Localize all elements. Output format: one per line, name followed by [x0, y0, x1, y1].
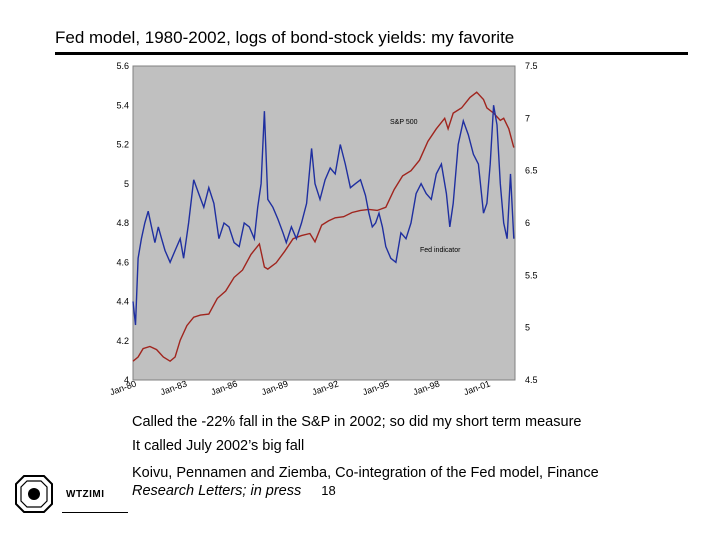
left-tick-label: 5.4	[116, 100, 129, 110]
left-tick-label: 4	[124, 375, 129, 385]
annotation-sp500: S&P 500	[390, 119, 418, 126]
x-tick-label: Jan-83	[159, 378, 188, 397]
right-tick-label: 5.5	[525, 270, 538, 280]
right-tick-label: 4.5	[525, 375, 538, 385]
x-tick-label: Jan-86	[209, 378, 238, 397]
note-line-2: It called July 2002’s big fall	[132, 438, 305, 454]
left-tick-label: 4.4	[116, 297, 129, 307]
series-line-fed-indicator	[132, 105, 515, 326]
right-tick-label: 7	[525, 113, 530, 123]
left-tick-label: 4.6	[116, 257, 129, 267]
right-tick-label: 5	[525, 323, 530, 333]
reference-journal: Research Letters; in press	[132, 483, 302, 499]
x-tick-label: Jan-89	[260, 378, 289, 397]
right-tick-label: 7.5	[525, 61, 538, 71]
left-tick-label: 5.2	[116, 140, 129, 150]
note-line-1: Called the -22% fall in the S&P in 2002;…	[132, 414, 582, 430]
reference-authors: Koivu, Pennamen and Ziemba, Co-integrati…	[132, 465, 599, 481]
left-tick-label: 5.6	[116, 61, 129, 71]
x-tick-label: Jan-01	[462, 378, 491, 397]
series-line-sp500	[132, 91, 515, 363]
wtzimi-logo	[15, 475, 53, 513]
x-tick-label: Jan-95	[361, 378, 390, 397]
right-axis: 7.5 7 6.5 6 5.5 5 4.5	[525, 61, 538, 385]
x-tick-label: Jan-92	[311, 378, 340, 397]
x-axis: Jan-80 Jan-83 Jan-86 Jan-89 Jan-92 Jan-95 Jan-…	[108, 378, 491, 397]
left-axis: 5.6 5.4 5.2 5 4.8 4.6 4.4 4.2 4	[116, 61, 129, 385]
x-tick-label: Jan-98	[412, 378, 441, 397]
logo-inner-octagon-icon	[20, 480, 48, 508]
logo-octagon-icon	[15, 475, 53, 513]
logo-wordmark: WTZIMI	[66, 489, 105, 500]
reference-line-1: Koivu, Pennamen and Ziemba, Co-integrati…	[132, 465, 599, 481]
left-tick-label: 4.2	[116, 336, 129, 346]
slide-title: Fed model, 1980-2002, logs of bond-stock…	[55, 28, 515, 47]
annotation-fed-indicator: Fed indicator	[420, 247, 461, 254]
logo-underline	[62, 512, 128, 513]
title-underline	[55, 52, 688, 55]
right-tick-label: 6	[525, 218, 530, 228]
left-tick-label: 5	[124, 179, 129, 189]
right-tick-label: 6.5	[525, 166, 538, 176]
left-tick-label: 4.8	[116, 218, 129, 228]
reference-line-2: Research Letters; in press 18	[132, 483, 336, 499]
logo-center-icon	[28, 488, 40, 500]
fed-model-chart: 5.65.45.254.84.64.44.24 7.576.565.554.5 …	[108, 61, 538, 397]
page-number: 18	[321, 483, 336, 498]
